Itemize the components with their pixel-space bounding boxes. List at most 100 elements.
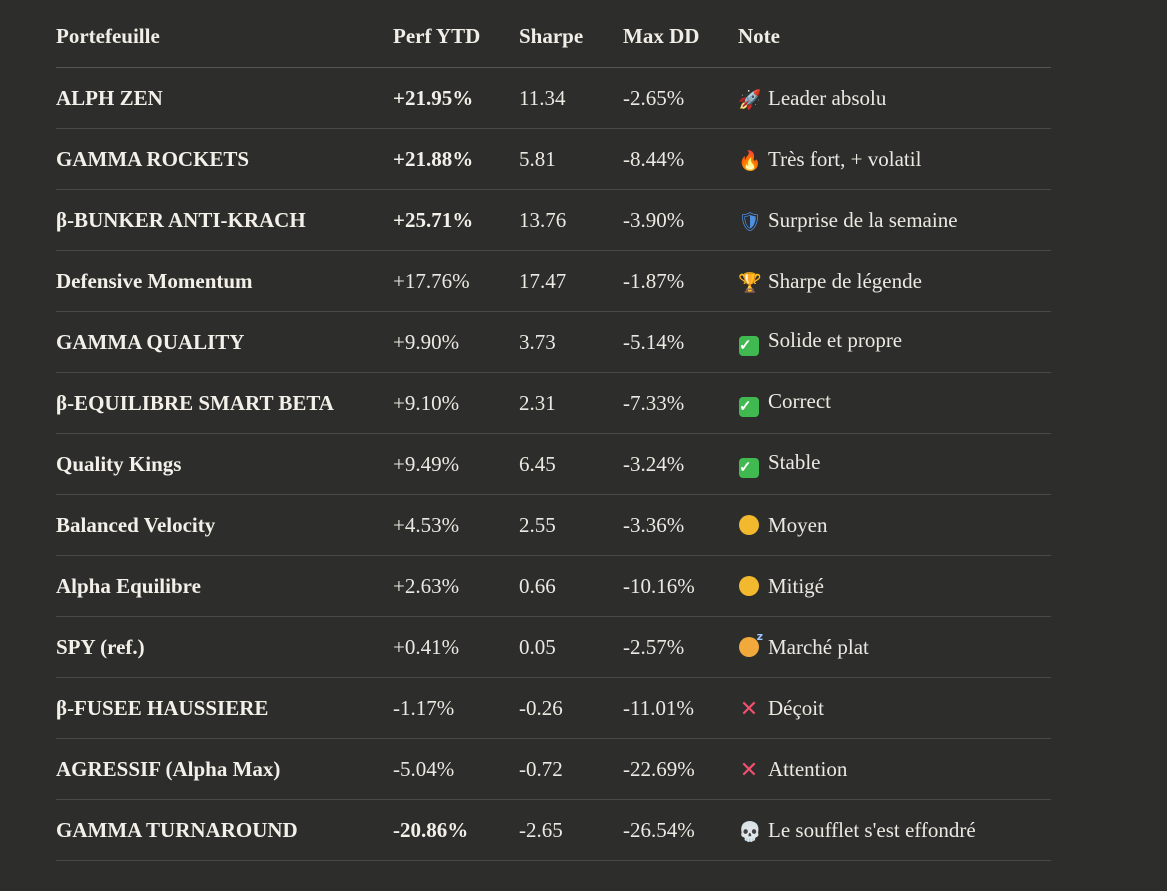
- portfolio-name: GAMMA QUALITY: [56, 311, 393, 373]
- portfolio-name: GAMMA ROCKETS: [56, 128, 393, 190]
- max-drawdown: -8.44%: [623, 128, 738, 190]
- check-mark-icon: ✓: [739, 336, 759, 356]
- note-text: Leader absolu: [768, 85, 887, 110]
- note-cell: ✓ Stable: [738, 433, 1051, 495]
- table-row: AGRESSIF (Alpha Max) -5.04% -0.72 -22.69…: [56, 738, 1051, 800]
- note-text: Correct: [768, 389, 831, 413]
- portfolio-name: GAMMA TURNAROUND: [56, 799, 393, 861]
- perf-ytd: +21.88%: [393, 128, 519, 190]
- header-perf-ytd: Perf YTD: [393, 6, 519, 68]
- note-text: Stable: [768, 450, 821, 474]
- sharpe-ratio: 17.47: [519, 250, 623, 312]
- sleepy-face-icon: [739, 630, 763, 657]
- yellow-circle-icon: [739, 514, 759, 535]
- note-text: Surprise de la semaine: [768, 207, 958, 232]
- header-row: Portefeuille Perf YTD Sharpe Max DD Note: [56, 6, 1051, 68]
- table-row: GAMMA ROCKETS +21.88% 5.81 -8.44% 🔥 Très …: [56, 128, 1051, 190]
- header-max-dd: Max DD: [623, 6, 738, 68]
- note-cell: 🔥 Très fort, + volatil: [738, 128, 1051, 190]
- sharpe-ratio: 13.76: [519, 189, 623, 251]
- perf-ytd: -5.04%: [393, 738, 519, 800]
- sharpe-ratio: -0.72: [519, 738, 623, 800]
- table-row: GAMMA TURNAROUND -20.86% -2.65 -26.54% 💀…: [56, 799, 1051, 861]
- portfolio-name: β-BUNKER ANTI-KRACH: [56, 189, 393, 251]
- table-row: β-BUNKER ANTI-KRACH +25.71% 13.76 -3.90%…: [56, 189, 1051, 251]
- note-text: Marché plat: [768, 634, 869, 659]
- max-drawdown: -5.14%: [623, 311, 738, 373]
- max-drawdown: -22.69%: [623, 738, 738, 800]
- note-text: Très fort, + volatil: [768, 146, 922, 171]
- rocket-icon: 🚀: [738, 88, 762, 111]
- sharpe-ratio: 5.81: [519, 128, 623, 190]
- trophy-icon: 🏆: [738, 271, 762, 294]
- table-body: ALPH ZEN +21.95% 11.34 -2.65% 🚀 Leader ab…: [56, 67, 1051, 861]
- perf-ytd: +9.49%: [393, 433, 519, 495]
- note-text: Le soufflet s'est effondré: [768, 817, 976, 842]
- header-portfolio: Portefeuille: [56, 6, 393, 68]
- sharpe-ratio: 2.55: [519, 494, 623, 556]
- max-drawdown: -1.87%: [623, 250, 738, 312]
- portfolio-name: ALPH ZEN: [56, 67, 393, 129]
- note-text: Attention: [768, 756, 848, 781]
- note-cell: 🏆 Sharpe de légende: [738, 250, 1051, 312]
- note-cell: Marché plat: [738, 616, 1051, 678]
- table-row: SPY (ref.) +0.41% 0.05 -2.57% Marché pla…: [56, 616, 1051, 678]
- note-cell: ✕ Déçoit: [738, 677, 1051, 739]
- perf-ytd: +17.76%: [393, 250, 519, 312]
- portfolio-name: β-FUSEE HAUSSIERE: [56, 677, 393, 739]
- note-cell: 🛡 Surprise de la semaine: [738, 189, 1051, 251]
- portfolio-name: Balanced Velocity: [56, 494, 393, 556]
- portfolio-table-container: Portefeuille Perf YTD Sharpe Max DD Note…: [56, 6, 1051, 861]
- table-header: Portefeuille Perf YTD Sharpe Max DD Note: [56, 6, 1051, 68]
- perf-ytd: +21.95%: [393, 67, 519, 129]
- portfolio-name: β-EQUILIBRE SMART BETA: [56, 372, 393, 434]
- shield-icon: 🛡: [738, 210, 763, 233]
- sharpe-ratio: 0.05: [519, 616, 623, 678]
- portfolio-name: Alpha Equilibre: [56, 555, 393, 617]
- max-drawdown: -3.36%: [623, 494, 738, 556]
- perf-ytd: +9.90%: [393, 311, 519, 373]
- note-text: Moyen: [768, 512, 828, 537]
- perf-ytd: +2.63%: [393, 555, 519, 617]
- note-text: Mitigé: [768, 573, 824, 598]
- cross-mark-icon: ✕: [739, 696, 759, 722]
- max-drawdown: -3.90%: [623, 189, 738, 251]
- note-cell: ✓ Solide et propre: [738, 311, 1051, 373]
- table-row: Balanced Velocity +4.53% 2.55 -3.36% Moy…: [56, 494, 1051, 556]
- check-mark-icon: ✓: [739, 397, 759, 417]
- max-drawdown: -26.54%: [623, 799, 738, 861]
- table-row: β-EQUILIBRE SMART BETA +9.10% 2.31 -7.33…: [56, 372, 1051, 434]
- table-row: ALPH ZEN +21.95% 11.34 -2.65% 🚀 Leader ab…: [56, 67, 1051, 129]
- max-drawdown: -2.65%: [623, 67, 738, 129]
- note-cell: ✕ Attention: [738, 738, 1051, 800]
- portfolio-name: SPY (ref.): [56, 616, 393, 678]
- table-row: Defensive Momentum +17.76% 17.47 -1.87% …: [56, 250, 1051, 312]
- check-mark-icon: ✓: [739, 458, 759, 478]
- note-cell: Mitigé: [738, 555, 1051, 617]
- portfolio-name: Quality Kings: [56, 433, 393, 495]
- perf-ytd: +0.41%: [393, 616, 519, 678]
- fire-icon: 🔥: [738, 149, 762, 172]
- sharpe-ratio: -0.26: [519, 677, 623, 739]
- perf-ytd: +4.53%: [393, 494, 519, 556]
- note-text: Déçoit: [768, 695, 824, 720]
- perf-ytd: -1.17%: [393, 677, 519, 739]
- sharpe-ratio: 2.31: [519, 372, 623, 434]
- portfolio-name: AGRESSIF (Alpha Max): [56, 738, 393, 800]
- note-cell: ✓ Correct: [738, 372, 1051, 434]
- note-cell: Moyen: [738, 494, 1051, 556]
- cross-mark-icon: ✕: [739, 757, 759, 783]
- skull-icon: 💀: [738, 820, 762, 843]
- table-row: GAMMA QUALITY +9.90% 3.73 -5.14% ✓ Solide…: [56, 311, 1051, 373]
- note-cell: 🚀 Leader absolu: [738, 67, 1051, 129]
- header-sharpe: Sharpe: [519, 6, 623, 68]
- max-drawdown: -11.01%: [623, 677, 738, 739]
- sharpe-ratio: 6.45: [519, 433, 623, 495]
- table-row: Alpha Equilibre +2.63% 0.66 -10.16% Miti…: [56, 555, 1051, 617]
- perf-ytd: +9.10%: [393, 372, 519, 434]
- portfolio-name: Defensive Momentum: [56, 250, 393, 312]
- max-drawdown: -3.24%: [623, 433, 738, 495]
- perf-ytd: -20.86%: [393, 799, 519, 861]
- portfolio-performance-table: Portefeuille Perf YTD Sharpe Max DD Note…: [56, 6, 1051, 861]
- sharpe-ratio: -2.65: [519, 799, 623, 861]
